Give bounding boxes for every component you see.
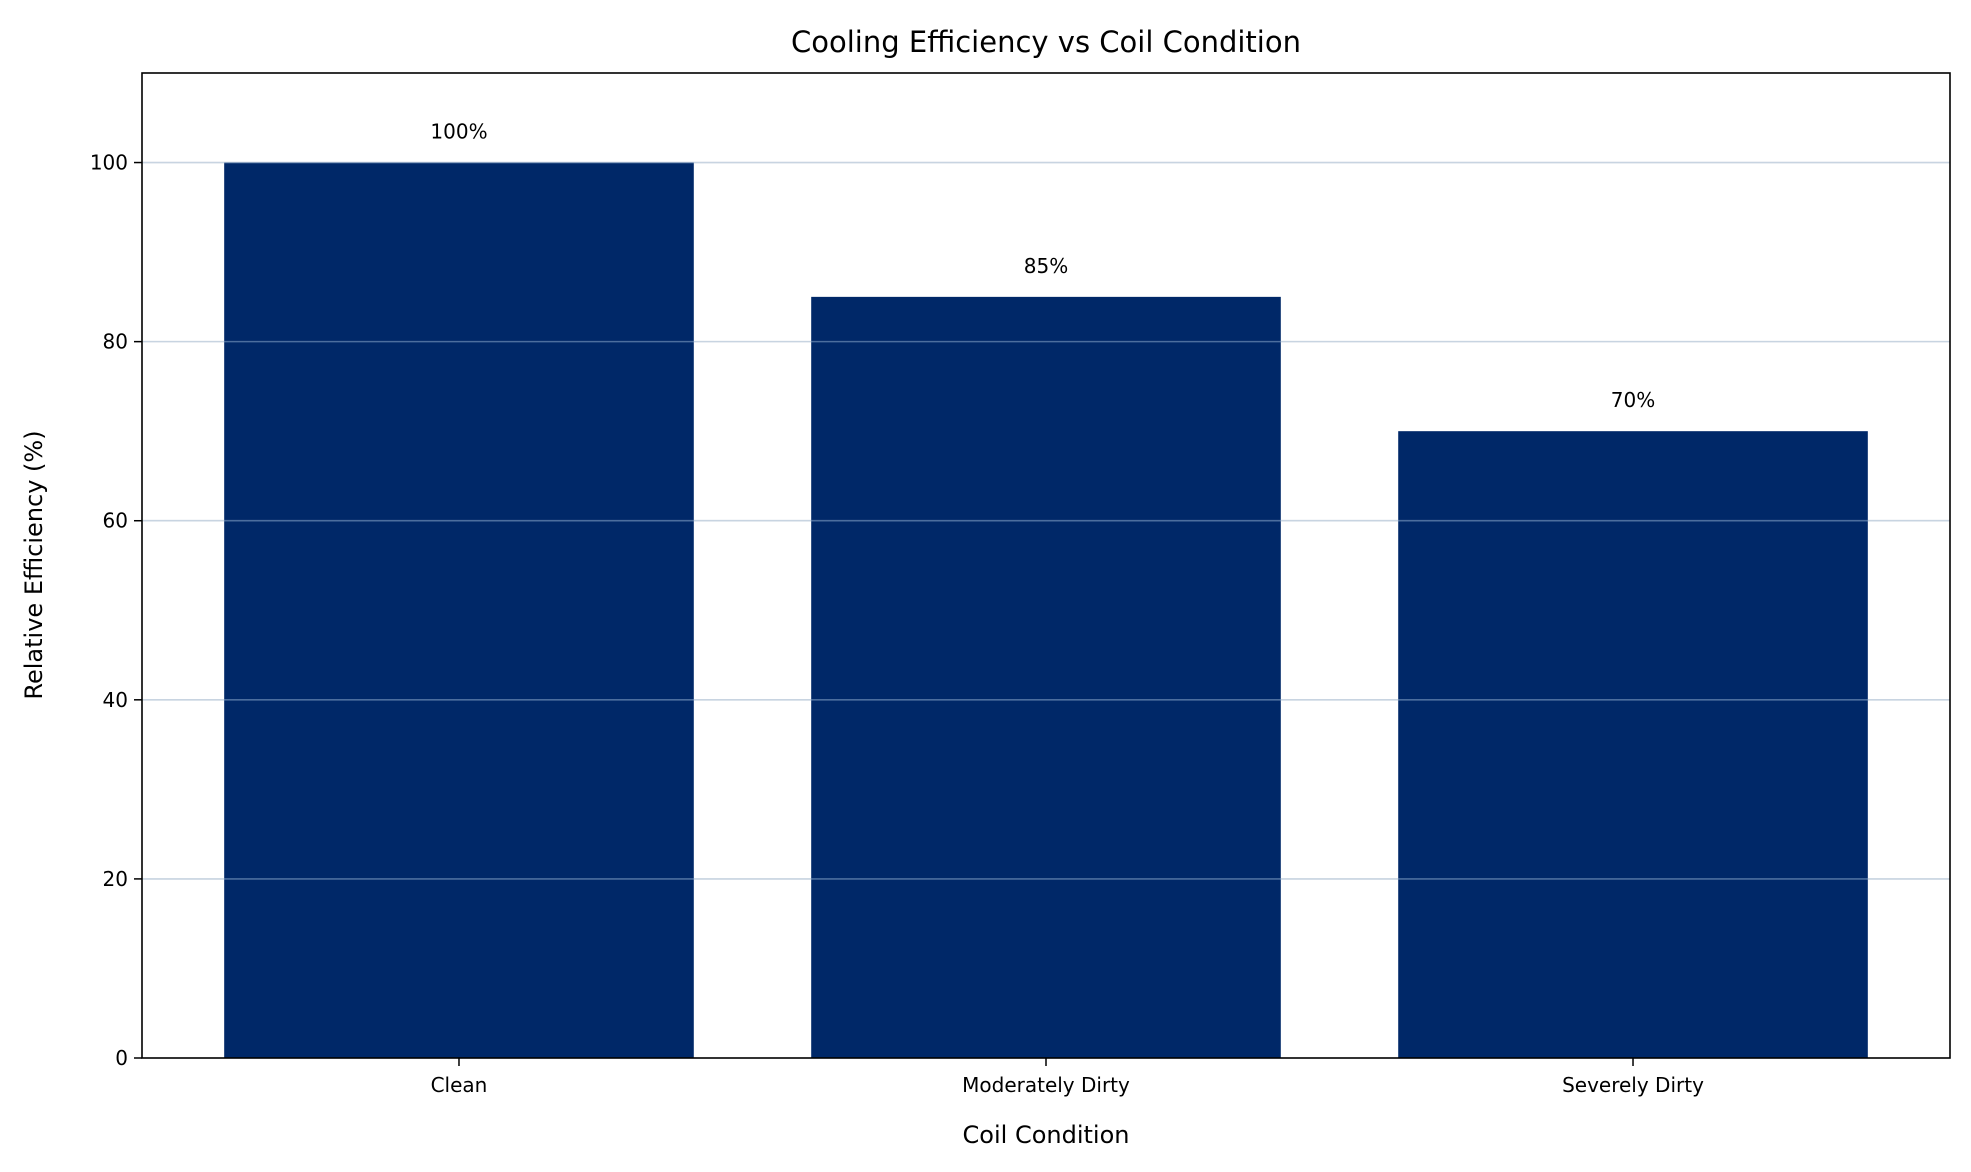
grid-lines-overlay	[142, 161, 1950, 880]
y-axis-ticks: 0 20 40 60 80 100	[90, 151, 142, 1070]
chart-title: Cooling Efficiency vs Coil Condition	[791, 25, 1301, 59]
x-axis-ticks: Clean Moderately Dirty Severely Dirty	[431, 1058, 1704, 1097]
y-tick-label: 80	[103, 330, 128, 354]
bar-clean	[224, 162, 694, 1058]
data-label: 70%	[1611, 388, 1655, 412]
y-tick-label: 20	[103, 867, 128, 891]
y-tick-label: 40	[103, 688, 128, 712]
x-tick-label: Clean	[431, 1073, 488, 1097]
x-tick-label: Severely Dirty	[1562, 1073, 1704, 1097]
bar-moderately-dirty	[811, 296, 1281, 1058]
y-axis-label: Relative Efficiency (%)	[20, 430, 48, 699]
y-tick-label: 60	[103, 509, 128, 533]
bars	[224, 162, 1868, 1058]
y-tick-label: 0	[115, 1046, 128, 1070]
x-tick-label: Moderately Dirty	[962, 1073, 1130, 1097]
data-label: 85%	[1024, 254, 1068, 278]
x-axis-label: Coil Condition	[963, 1121, 1130, 1149]
data-label: 100%	[430, 120, 487, 144]
y-tick-label: 100	[90, 151, 128, 175]
bar-severely-dirty	[1398, 431, 1868, 1058]
data-labels: 100% 85% 70%	[430, 120, 1655, 413]
